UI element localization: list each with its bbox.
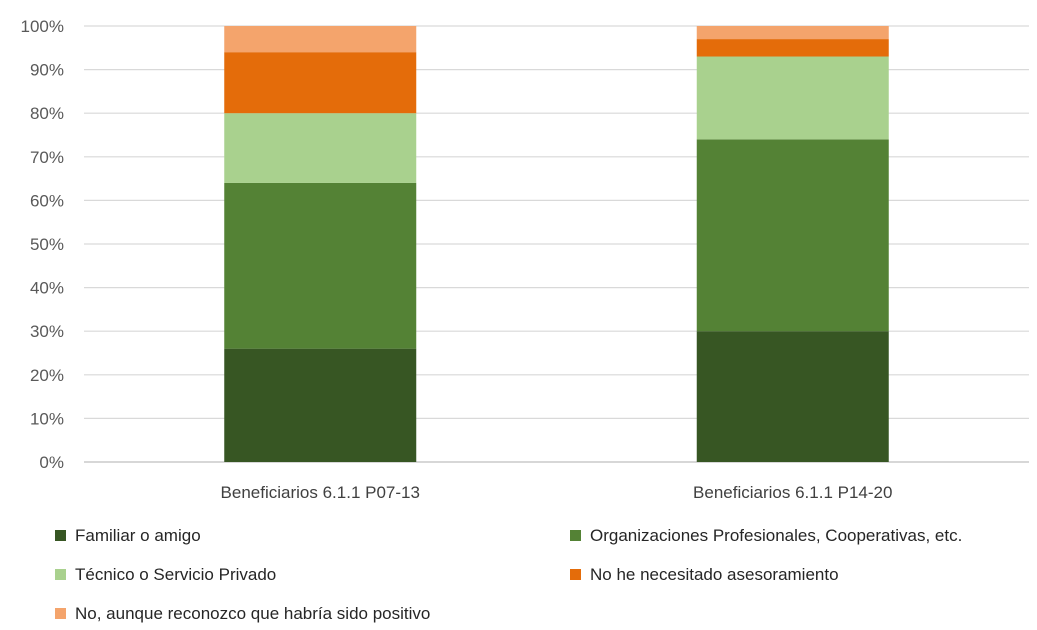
legend-swatch [570, 569, 581, 580]
y-tick-label: 90% [30, 61, 64, 80]
legend-swatch [55, 569, 66, 580]
y-tick-label: 30% [30, 322, 64, 341]
bar-segment-1-cat-2 [696, 331, 889, 462]
bar-segment-4-cat-2 [696, 39, 889, 57]
x-category-label: Beneficiarios 6.1.1 P14-20 [693, 483, 892, 502]
y-tick-label: 100% [21, 17, 64, 36]
y-tick-label: 40% [30, 279, 64, 298]
y-tick-label: 80% [30, 104, 64, 123]
legend: Familiar o amigo Organizaciones Profesion… [55, 526, 962, 623]
bar-segment-5-cat-2 [696, 26, 889, 40]
bar-segment-2-cat-1 [224, 182, 417, 349]
bar-segment-4-cat-1 [224, 52, 417, 114]
legend-label: No he necesitado asesoramiento [590, 565, 839, 584]
legend-swatch [55, 608, 66, 619]
y-tick-label: 70% [30, 148, 64, 167]
y-tick-label: 10% [30, 409, 64, 428]
bar-segment-5-cat-1 [224, 26, 417, 53]
bar-segment-3-cat-2 [696, 56, 889, 140]
y-tick-label: 60% [30, 191, 64, 210]
legend-label: Familiar o amigo [75, 526, 201, 545]
x-category-label: Beneficiarios 6.1.1 P07-13 [221, 483, 420, 502]
legend-label: Organizaciones Profesionales, Cooperativ… [590, 526, 962, 545]
bar-segment-2-cat-2 [696, 139, 889, 332]
x-axis: Beneficiarios 6.1.1 P07-13 Beneficiarios … [221, 483, 893, 502]
legend-swatch [55, 530, 66, 541]
y-tick-label: 50% [30, 235, 64, 254]
y-tick-label: 20% [30, 366, 64, 385]
legend-label: No, aunque reconozco que habría sido pos… [75, 604, 430, 623]
legend-swatch [570, 530, 581, 541]
bar-segment-3-cat-1 [224, 113, 417, 183]
y-axis: 0% 10% 20% 30% 40% 50% 60% 70% 80% 90% 100% [21, 17, 64, 472]
y-tick-label: 0% [39, 453, 64, 472]
bars [224, 26, 889, 462]
legend-label: Técnico o Servicio Privado [75, 565, 276, 584]
bar-segment-1-cat-1 [224, 348, 417, 462]
